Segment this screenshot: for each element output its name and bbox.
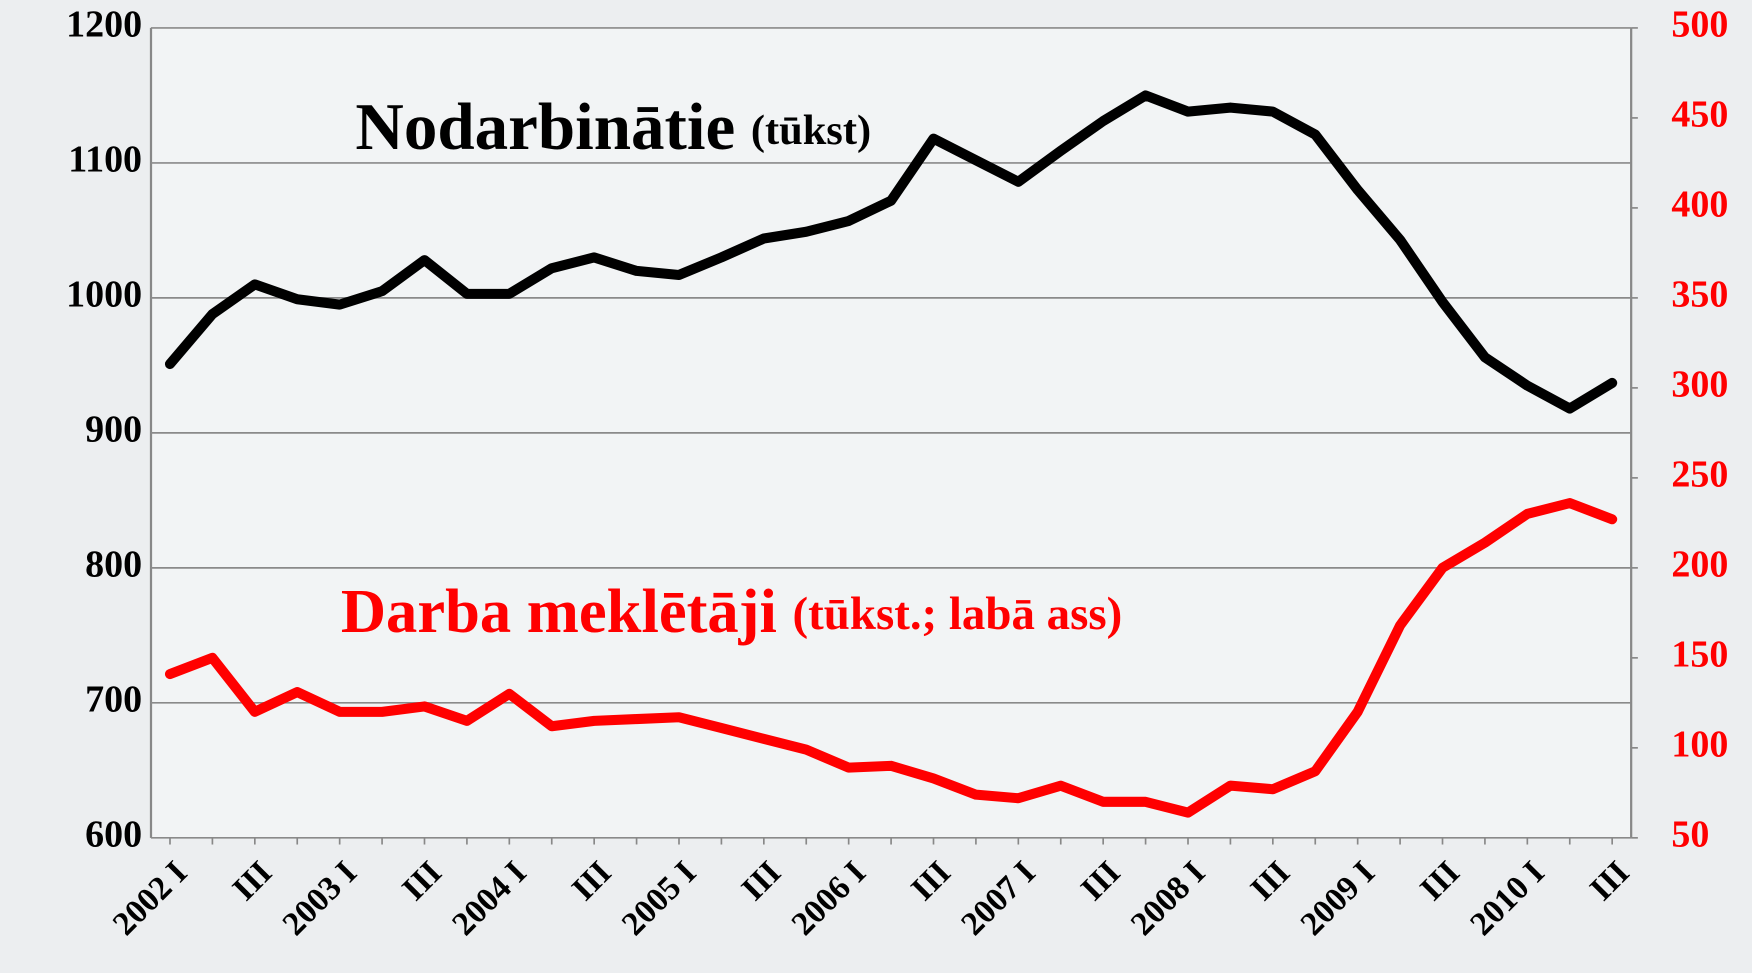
y-tick-label: 700 <box>85 679 142 721</box>
series-unit: (tūkst.; labā ass) <box>793 588 1123 640</box>
y-tick-label: 1200 <box>66 4 142 46</box>
series-name: Darba meklētāji <box>341 576 777 646</box>
y2-tick-label: 500 <box>1671 4 1728 46</box>
y2-tick-label: 150 <box>1671 634 1728 676</box>
series-annotation: Nodarbinātie (tūkst) <box>355 90 871 164</box>
series-line <box>164 498 1618 818</box>
y-tick-label: 600 <box>85 814 142 856</box>
series-unit: (tūkst) <box>751 107 871 154</box>
y2-tick-label: 200 <box>1671 544 1728 586</box>
y2-tick-label: 100 <box>1671 724 1728 766</box>
y2-tick-label: 300 <box>1671 364 1728 406</box>
y2-tick-label: 350 <box>1671 274 1728 316</box>
y-tick-label: 1000 <box>66 274 142 316</box>
y2-tick-label: 450 <box>1671 94 1728 136</box>
y-tick-label: 900 <box>85 409 142 451</box>
y-tick-label: 800 <box>85 544 142 586</box>
y2-tick-label: 400 <box>1671 184 1728 226</box>
y-tick-label: 1100 <box>68 139 142 181</box>
y2-tick-label: 50 <box>1671 814 1709 856</box>
y2-tick-label: 250 <box>1671 454 1728 496</box>
series-annotation: Darba meklētāji (tūkst.; labā ass) <box>341 576 1122 646</box>
series-line <box>164 90 1618 414</box>
series-name: Nodarbinātie <box>355 90 735 164</box>
